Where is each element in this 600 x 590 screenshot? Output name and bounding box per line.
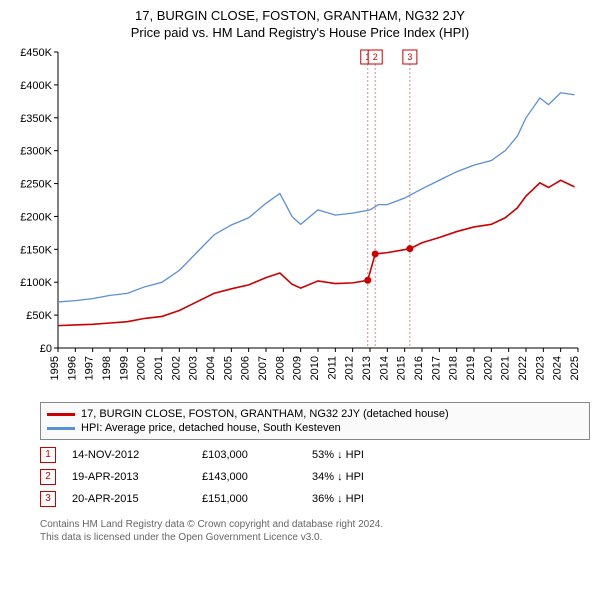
x-tick-label: 2009 [292, 356, 304, 380]
series-subject [58, 180, 575, 325]
y-tick-label: £100K [20, 277, 52, 289]
sales-block: 1 14-NOV-2012£103,00053% ↓ HPI 2 19-APR-201… [40, 444, 590, 510]
title-block: 17, BURGIN CLOSE, FOSTON, GRANTHAM, NG32… [0, 0, 600, 44]
x-tick-label: 2024 [552, 356, 564, 380]
y-tick-label: £350K [20, 113, 52, 125]
sale-hpi: 36% ↓ HPI [312, 493, 364, 505]
x-tick-label: 2022 [517, 356, 529, 380]
x-tick-label: 2005 [222, 356, 234, 380]
x-tick-label: 2017 [430, 356, 442, 380]
x-tick-label: 2006 [240, 356, 252, 380]
title-sub: Price paid vs. HM Land Registry's House … [0, 25, 600, 40]
chart-svg: £0 £50K £100K £150K £200K £250K £300K £350K £400… [10, 44, 590, 394]
sale-marker-label: 3 [407, 52, 412, 62]
x-tick-label: 1999 [118, 356, 130, 380]
x-tick-label: 2021 [500, 356, 512, 380]
title-main: 17, BURGIN CLOSE, FOSTON, GRANTHAM, NG32… [0, 8, 600, 23]
x-tick-label: 2010 [309, 356, 321, 380]
sale-price: £143,000 [202, 471, 312, 483]
x-tick-label: 2023 [534, 356, 546, 380]
legend-swatch [47, 427, 75, 430]
x-tick-label: 2018 [448, 356, 460, 380]
series-hpi [58, 93, 575, 302]
x-tick-label: 2004 [205, 356, 217, 380]
x-tick-label: 2016 [413, 356, 425, 380]
y-tick-label: £400K [20, 80, 52, 92]
sale-row: 3 20-APR-2015£151,00036% ↓ HPI [40, 488, 590, 510]
sale-price: £151,000 [202, 493, 312, 505]
legend-box: 17, BURGIN CLOSE, FOSTON, GRANTHAM, NG32… [40, 402, 590, 440]
footer-line-2: This data is licensed under the Open Gov… [40, 531, 590, 544]
x-tick-label: 2000 [136, 356, 148, 380]
legend-row: 17, BURGIN CLOSE, FOSTON, GRANTHAM, NG32… [47, 407, 583, 421]
sale-marker-dot [372, 250, 379, 257]
x-tick-label: 2011 [326, 356, 338, 380]
legend-label: 17, BURGIN CLOSE, FOSTON, GRANTHAM, NG32… [81, 408, 449, 420]
y-tick-label: £450K [20, 47, 52, 59]
x-tick-label: 1996 [66, 356, 78, 380]
x-tick-label: 1998 [101, 356, 113, 380]
footer-line-1: Contains HM Land Registry data © Crown c… [40, 518, 590, 531]
y-tick-label: £300K [20, 146, 52, 158]
x-tick-label: 2001 [153, 356, 165, 380]
sale-row: 1 14-NOV-2012£103,00053% ↓ HPI [40, 444, 590, 466]
y-tick-label: £150K [20, 244, 52, 256]
footer-block: Contains HM Land Registry data © Crown c… [40, 518, 590, 544]
y-tick-label: £0 [40, 343, 52, 355]
x-tick-label: 2003 [188, 356, 200, 380]
y-tick-label: £50K [26, 310, 52, 322]
page-container: 17, BURGIN CLOSE, FOSTON, GRANTHAM, NG32… [0, 0, 600, 544]
sale-date: 20-APR-2015 [72, 493, 202, 505]
x-tick-label: 2025 [569, 356, 581, 380]
x-tick-label: 2015 [396, 356, 408, 380]
sale-badge: 2 [40, 469, 56, 485]
sale-badge: 3 [40, 491, 56, 507]
legend-row: HPI: Average price, detached house, Sout… [47, 421, 583, 435]
sale-row: 2 19-APR-2013£143,00034% ↓ HPI [40, 466, 590, 488]
sale-hpi: 53% ↓ HPI [312, 449, 364, 461]
sale-marker-dot [406, 245, 413, 252]
x-tick-label: 2020 [482, 356, 494, 380]
x-tick-label: 2002 [170, 356, 182, 380]
x-tick-label: 2008 [274, 356, 286, 380]
sale-date: 19-APR-2013 [72, 471, 202, 483]
x-tick-label: 1997 [84, 356, 96, 380]
y-tick-label: £250K [20, 179, 52, 191]
x-tick-label: 2019 [465, 356, 477, 380]
legend-swatch [47, 413, 75, 416]
x-tick-label: 1995 [49, 356, 61, 380]
x-tick-label: 2007 [257, 356, 269, 380]
legend-label: HPI: Average price, detached house, Sout… [81, 422, 341, 434]
x-tick-label: 2014 [378, 356, 390, 380]
x-tick-label: 2013 [361, 356, 373, 380]
sale-badge: 1 [40, 447, 56, 463]
x-tick-label: 2012 [344, 356, 356, 380]
chart-area: £0 £50K £100K £150K £200K £250K £300K £350K £400… [10, 44, 590, 394]
y-tick-label: £200K [20, 211, 52, 223]
sale-date: 14-NOV-2012 [72, 449, 202, 461]
sale-marker-dot [364, 277, 371, 284]
sale-price: £103,000 [202, 449, 312, 461]
sale-marker-label: 2 [373, 52, 378, 62]
sale-hpi: 34% ↓ HPI [312, 471, 364, 483]
